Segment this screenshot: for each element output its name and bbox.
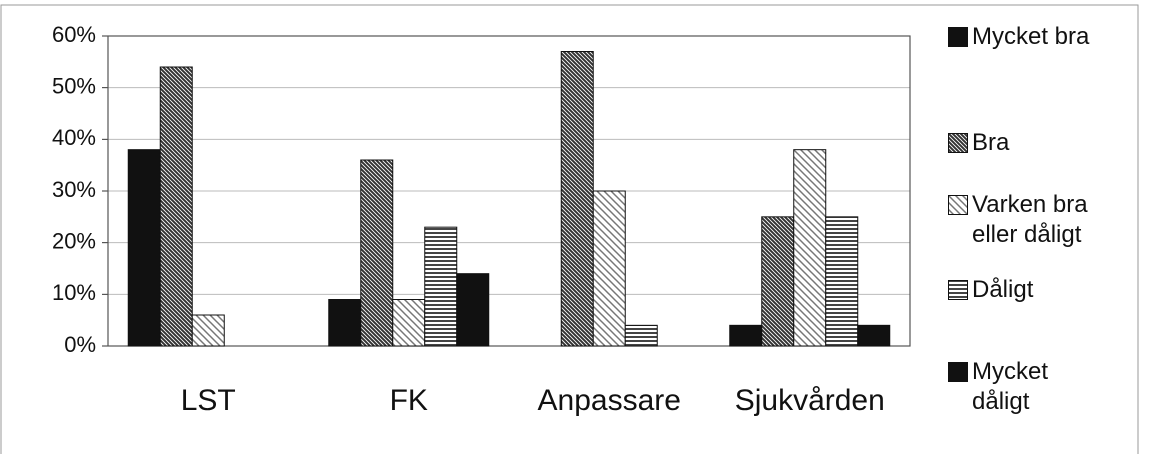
legend-swatch (948, 195, 968, 215)
y-tick-label: 20% (52, 228, 96, 253)
legend-swatch (948, 280, 968, 300)
bar (360, 159, 394, 347)
legend-swatch-rect (948, 362, 968, 382)
bar (328, 299, 362, 347)
legend-entry: Varken bra eller dåligt (948, 190, 1107, 250)
bar (127, 149, 161, 347)
frame (0, 4, 1139, 459)
legend-label: Bra (972, 129, 1010, 156)
bar (857, 324, 891, 347)
bar (624, 324, 658, 347)
bar (761, 216, 795, 347)
legend-entry: Dåligt (948, 275, 1107, 305)
legend-swatch (948, 27, 968, 47)
legend-label: Dåligt (972, 276, 1034, 303)
bar (560, 51, 594, 347)
bar (793, 149, 827, 347)
y-tick-label: 30% (52, 177, 96, 202)
legend-swatch (948, 362, 968, 382)
y-tick-label: 60% (52, 22, 96, 47)
legend-swatch-rect (948, 27, 968, 47)
y-tick-label: 10% (52, 280, 96, 305)
legend-swatch (948, 133, 968, 153)
bar (424, 226, 458, 347)
y-tick-label: 0% (64, 332, 96, 357)
bar (456, 273, 490, 347)
legend-entry: Bra (948, 128, 1107, 158)
x-tick-label: FK (390, 384, 428, 417)
legend-label: Mycket bra (972, 23, 1090, 50)
legend-swatch-rect (948, 280, 968, 300)
x-tick-label: Anpassare (538, 384, 681, 417)
x-tick-label: Sjukvården (735, 384, 885, 417)
legend-swatch-rect (948, 133, 968, 153)
plot-frame (107, 35, 911, 347)
bar (825, 216, 859, 347)
legend-entry: Mycket dåligt (948, 357, 1107, 417)
legend-label: Varken bra eller dåligt (972, 191, 1088, 248)
y-tick-label: 50% (52, 73, 96, 98)
legend-label: Mycket dåligt (972, 358, 1049, 415)
bar (159, 66, 193, 347)
legend-swatch-rect (948, 195, 968, 215)
x-tick-label: LST (181, 384, 236, 417)
bar (729, 324, 763, 347)
bar (392, 299, 426, 347)
legend-entry: Mycket bra (948, 22, 1107, 52)
bar (191, 314, 225, 347)
y-tick-label: 40% (52, 125, 96, 150)
bar (592, 190, 626, 347)
